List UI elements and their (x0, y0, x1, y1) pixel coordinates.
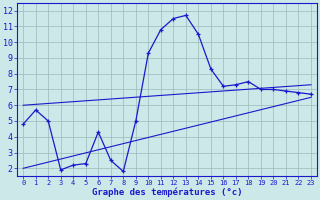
X-axis label: Graphe des températures (°c): Graphe des températures (°c) (92, 188, 242, 197)
